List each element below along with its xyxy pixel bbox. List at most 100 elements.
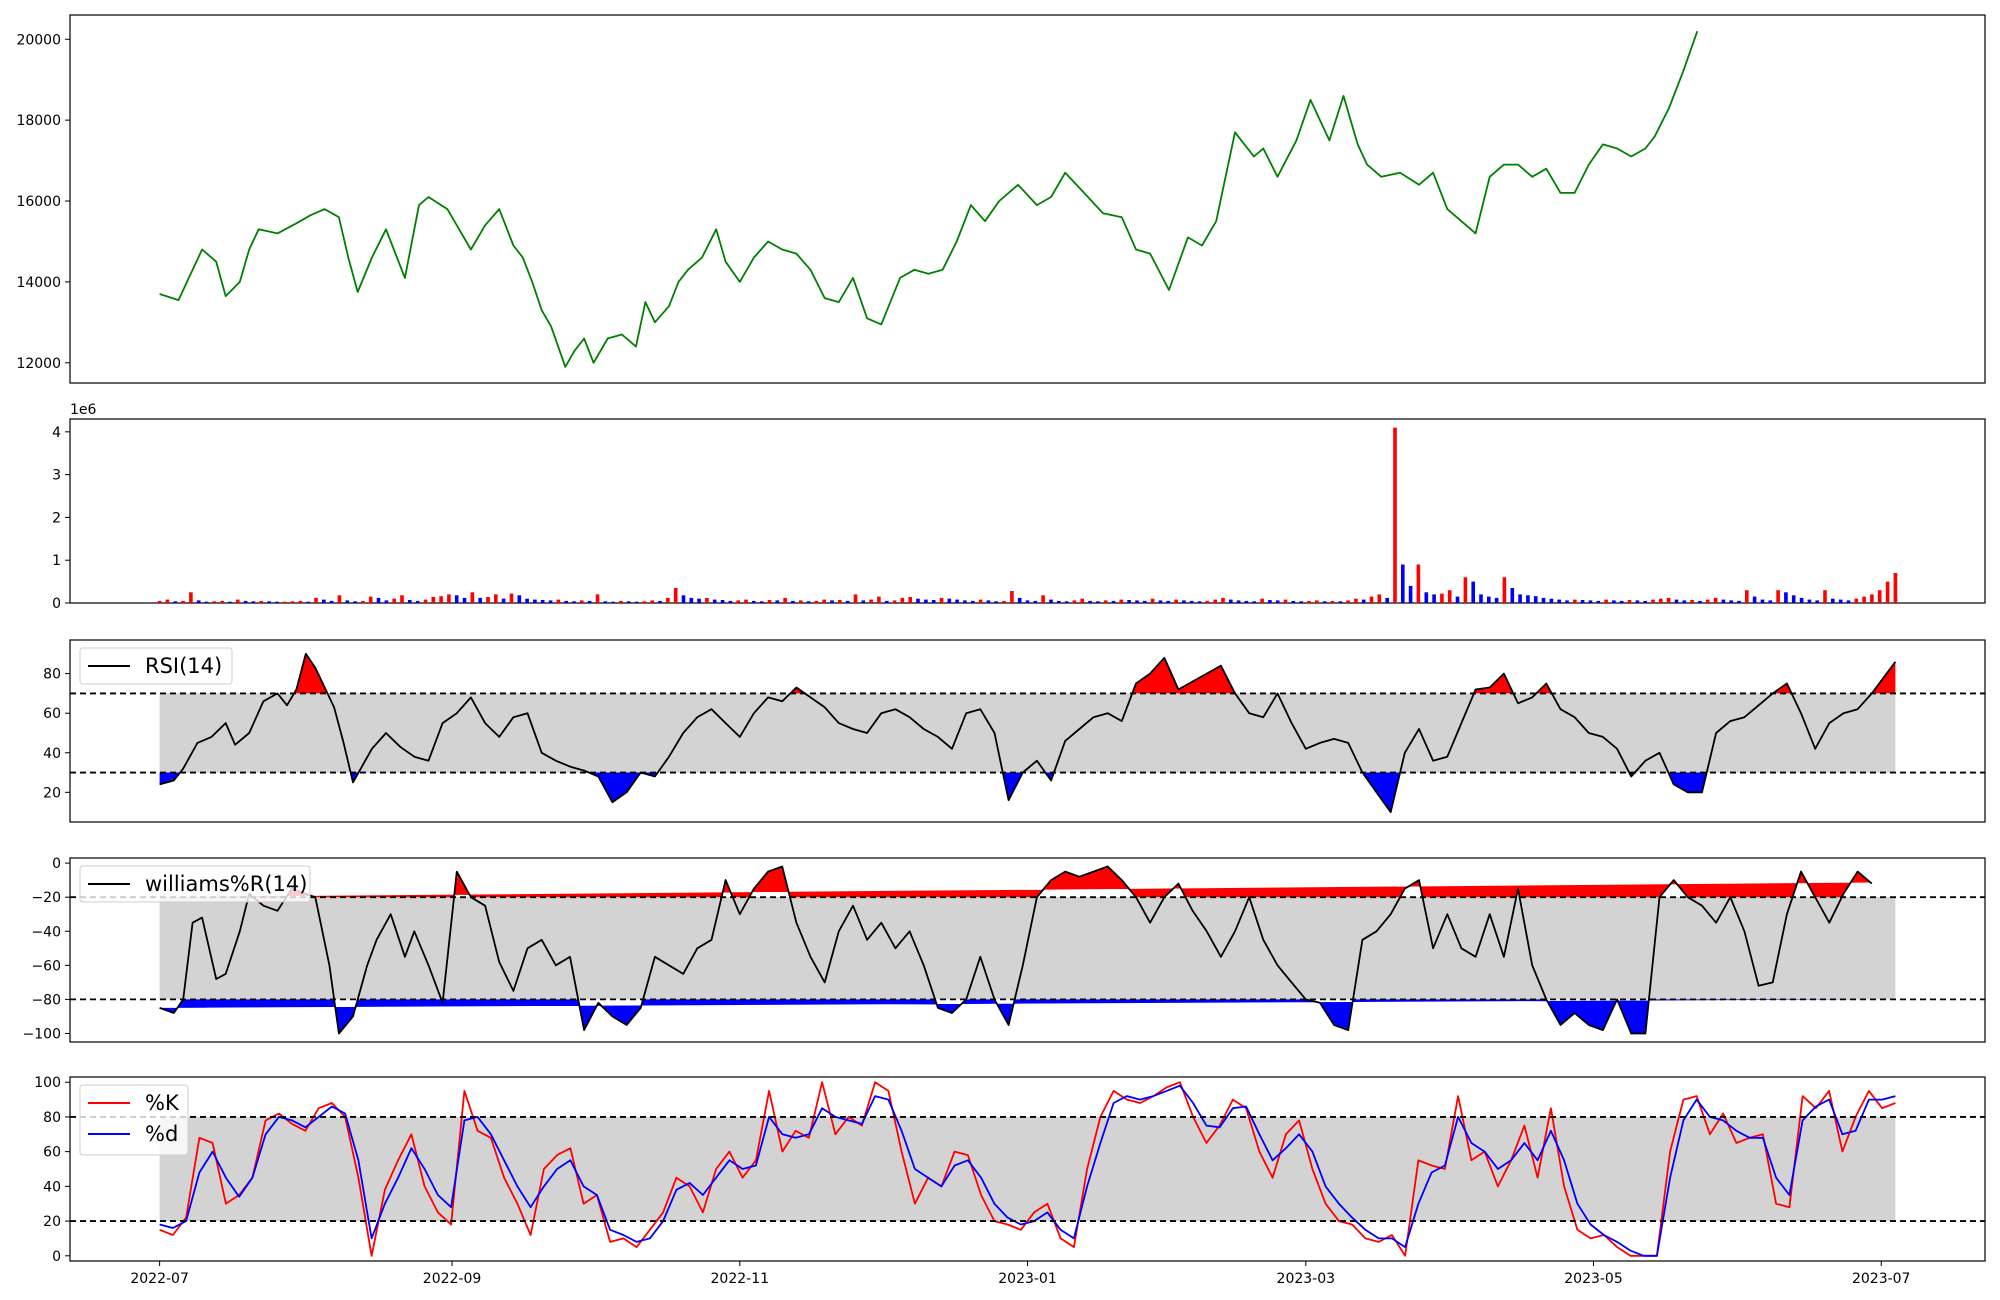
volume-bar xyxy=(1385,597,1389,603)
volume-bar xyxy=(400,595,404,603)
volume-bar xyxy=(1119,599,1124,603)
volume-ytick-label: 0 xyxy=(52,596,61,612)
volume-bar xyxy=(470,592,475,603)
volume-bar xyxy=(1518,594,1522,603)
volume-bar xyxy=(1229,599,1233,603)
volume-bar xyxy=(838,600,842,603)
price-panel: 12000 14000 16000 18000 20000 xyxy=(16,14,1986,384)
stochastic-ytick-label: 0 xyxy=(52,1249,61,1265)
x-tick-label: 2023-07 xyxy=(1852,1271,1911,1287)
volume-bar xyxy=(1283,599,1288,603)
volume-bar xyxy=(1455,596,1460,603)
volume-plot-area xyxy=(157,427,1898,603)
volume-bar xyxy=(947,598,952,603)
volume-bar xyxy=(322,599,326,603)
volume-bar xyxy=(1651,599,1655,603)
volume-bar xyxy=(1494,597,1499,603)
x-tick-label: 2022-07 xyxy=(130,1271,189,1287)
volume-exponent-label: 1e6 xyxy=(70,402,97,418)
volume-bar xyxy=(1182,600,1186,603)
volume-bar xyxy=(1291,600,1296,603)
volume-bar xyxy=(376,597,381,603)
volume-bar xyxy=(1080,598,1084,603)
volume-bar xyxy=(1393,427,1397,603)
volume-bar xyxy=(650,600,654,603)
volume-bar xyxy=(1573,599,1577,603)
volume-bar xyxy=(1893,573,1898,603)
price-ytick-label: 20000 xyxy=(16,32,61,48)
stochastic-ytick-label: 20 xyxy=(43,1214,61,1230)
volume-bar xyxy=(603,601,608,603)
volume-bar xyxy=(1252,601,1256,603)
stochastic-ytick-label: 80 xyxy=(43,1110,61,1126)
volume-ytick-label: 4 xyxy=(52,425,61,441)
volume-bar xyxy=(1135,600,1139,603)
volume-bar xyxy=(658,600,662,603)
volume-bar xyxy=(1064,601,1069,603)
volume-bar xyxy=(1565,600,1569,603)
volume-bar xyxy=(1088,600,1092,603)
volume-bar xyxy=(806,601,811,603)
volume-bar xyxy=(486,597,490,603)
volume-bar xyxy=(626,601,631,603)
volume-bar xyxy=(1315,600,1319,603)
volume-bar xyxy=(916,598,920,603)
rsi-axes-frame xyxy=(69,639,1986,823)
volume-bar xyxy=(423,599,428,603)
volume-bar xyxy=(314,597,318,603)
volume-bar xyxy=(1854,598,1859,603)
stochastic-ytick-label: 100 xyxy=(34,1075,61,1091)
volume-bar xyxy=(1870,594,1874,603)
volume-bar xyxy=(1729,600,1733,603)
stochastic-plot-area xyxy=(70,1081,1985,1257)
volume-bar xyxy=(814,600,819,603)
volume-bar xyxy=(1831,598,1835,603)
volume-bar xyxy=(1158,600,1163,603)
volume-bar xyxy=(908,597,912,603)
volume-bar xyxy=(1815,600,1819,603)
volume-bar xyxy=(1440,593,1444,603)
volume-bar xyxy=(924,599,928,603)
volume-bar xyxy=(1150,598,1155,603)
volume-bar xyxy=(1666,597,1671,603)
price-axes-frame xyxy=(69,14,1986,384)
volume-bar xyxy=(1674,599,1679,603)
volume-bar xyxy=(1745,590,1749,603)
volume-ytick-label: 3 xyxy=(52,468,61,484)
volume-bar xyxy=(1612,600,1616,603)
rsi-legend: RSI(14) xyxy=(79,647,233,685)
volume-bar xyxy=(869,599,873,603)
volume-bar xyxy=(1057,600,1061,603)
volume-bar xyxy=(533,599,537,603)
volume-bar xyxy=(744,599,748,603)
volume-bar xyxy=(306,601,310,603)
williams-ytick-label: −20 xyxy=(31,890,61,906)
volume-bar xyxy=(1737,600,1741,603)
volume-bar xyxy=(1330,600,1335,603)
volume-bar xyxy=(1588,600,1593,603)
volume-bar xyxy=(619,600,623,603)
volume-bar xyxy=(204,601,209,603)
volume-bar xyxy=(1189,600,1194,603)
volume-bar xyxy=(1025,600,1030,603)
rsi-ytick-label: 20 xyxy=(43,785,61,801)
volume-bar xyxy=(634,601,639,603)
volume-bar xyxy=(931,600,936,603)
volume-bar xyxy=(196,600,201,603)
volume-bar xyxy=(1205,600,1210,603)
williams-panel: williams%R(14) 0 −20 −40 −60 −80 −100 xyxy=(23,856,1986,1043)
stochastic-ytick-label: 60 xyxy=(43,1145,61,1161)
volume-bar xyxy=(963,600,967,603)
williams-legend: williams%R(14) xyxy=(79,865,311,903)
volume-bar xyxy=(282,601,287,603)
volume-bar xyxy=(830,600,834,603)
volume-bar xyxy=(1479,594,1483,603)
volume-bar xyxy=(1213,599,1217,603)
volume-bar xyxy=(1471,581,1475,603)
volume-bar xyxy=(556,599,561,603)
volume-bar xyxy=(1416,564,1421,603)
stochastic-legend-label-d: %d xyxy=(145,1122,178,1146)
volume-bar xyxy=(189,592,193,603)
volume-bar xyxy=(1072,600,1077,603)
